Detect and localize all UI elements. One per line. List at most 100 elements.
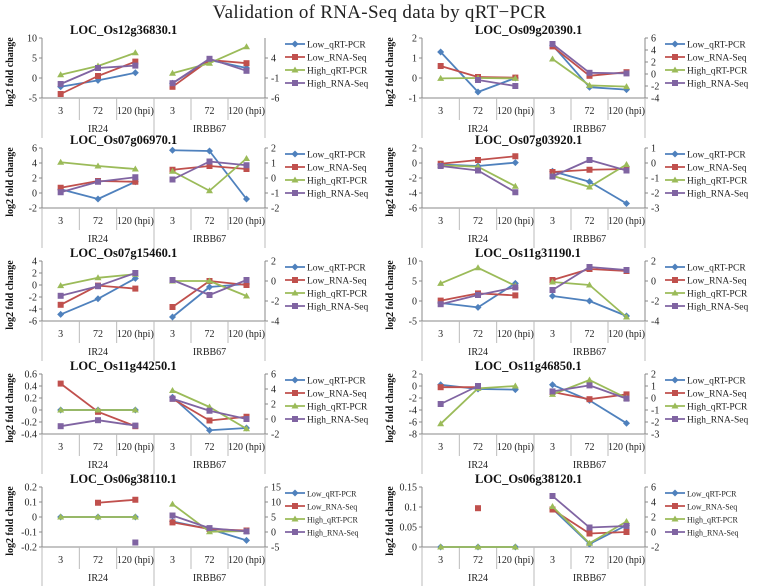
right-tick-label: 2: [651, 513, 656, 524]
right-tick-label: -4: [271, 317, 279, 328]
category-label: 120 (hpi): [608, 216, 645, 227]
y-axis-label: log2 fold change: [5, 37, 16, 107]
series-line-segment: [172, 397, 210, 422]
series-line-segment: [477, 282, 516, 309]
y-axis-label: log2 fold change: [5, 373, 16, 443]
series-line-segment: [60, 285, 99, 297]
marker-square: [623, 70, 630, 77]
marker-square: [169, 277, 176, 283]
category-label: 120 (hpi): [117, 329, 154, 340]
category-label: 120 (hpi): [228, 329, 265, 340]
series-line-segment: [552, 379, 590, 396]
left-tick-label: -0.2: [21, 543, 37, 554]
panel-title: LOC_Os06g38110.1: [70, 472, 177, 486]
left-tick-label: -2: [29, 204, 37, 215]
series-line-segment: [440, 164, 479, 168]
legend-label: Low_RNA-Seq: [307, 54, 367, 64]
marker-square: [475, 157, 481, 163]
legend: Low_qRT-PCR Low_RNA-Seq High_qRT-PCR High_R…: [665, 376, 748, 426]
marker-square: [206, 55, 213, 62]
marker-triangle: [511, 182, 519, 189]
marker-diamond: [206, 147, 213, 155]
left-tick-label: 0: [32, 189, 37, 200]
marker-triangle: [131, 165, 139, 172]
legend-label: Low_qRT-PCR: [307, 151, 366, 161]
right-tick-label: -2: [651, 543, 659, 554]
left-tick-label: 0: [32, 281, 37, 292]
right-tick-label: 6: [651, 34, 656, 45]
legend-label: High_qRT-PCR: [307, 67, 368, 77]
category-label: 3: [58, 216, 63, 227]
left-tick-label: 0.2: [25, 394, 38, 405]
right-tick-label: 2: [271, 144, 276, 155]
left-tick-label: 5: [412, 277, 417, 288]
left-tick-label: 0: [412, 543, 417, 554]
legend-label: High_RNA-Seq: [307, 303, 368, 313]
category-label: 72: [585, 555, 595, 566]
panel-title: LOC_Os07g03920.1: [475, 133, 582, 147]
left-tick-label: -5: [29, 94, 37, 105]
right-tick-label: 5: [271, 513, 276, 524]
marker-square: [623, 523, 630, 529]
left-tick-label: -0.2: [21, 418, 37, 429]
y-axis-label: log2 fold change: [385, 373, 396, 443]
right-tick-label: -1: [651, 406, 659, 417]
series-line-segment: [60, 79, 99, 88]
series-line-segment: [172, 165, 210, 171]
series-line-segment: [477, 161, 516, 167]
marker-square: [672, 303, 678, 309]
marker-square: [57, 91, 64, 97]
left-tick-label: 0.4: [25, 382, 38, 393]
marker-triangle: [169, 387, 176, 393]
marker-square: [512, 83, 519, 89]
marker-square: [292, 390, 298, 396]
right-tick-label: 0: [651, 528, 656, 539]
legend: Low_qRT-PCR Low_RNA-Seq High_qRT-PCR High_R…: [665, 40, 748, 90]
category-label: 120 (hpi): [228, 216, 265, 227]
marker-square: [586, 382, 593, 389]
marker-square: [243, 60, 250, 67]
series-line-segment: [589, 379, 627, 399]
marker-triangle: [511, 382, 519, 389]
left-tick-label: 10: [27, 34, 37, 45]
marker-diamond: [549, 381, 556, 389]
right-tick-label: 0: [651, 277, 656, 288]
category-label: 120 (hpi): [497, 329, 534, 340]
series-line-segment: [589, 268, 627, 272]
marker-square: [243, 166, 250, 172]
left-tick-label: 5: [32, 54, 37, 65]
marker-square: [132, 58, 139, 65]
marker-square: [243, 416, 250, 422]
category-label: 120 (hpi): [497, 106, 534, 117]
category-label: 120 (hpi): [228, 555, 265, 566]
marker-square: [475, 167, 481, 174]
marker-triangle: [511, 74, 519, 81]
marker-triangle: [94, 162, 102, 169]
category-label: 72: [585, 216, 595, 227]
legend-label: High_qRT-PCR: [307, 403, 368, 413]
marker-square: [437, 63, 444, 69]
legend-label: Low_qRT-PCR: [687, 151, 746, 161]
marker-diamond: [243, 195, 250, 203]
series-line-segment: [551, 58, 591, 87]
category-label: 72: [473, 555, 483, 566]
legend-label: Low_RNA-Seq: [687, 390, 747, 400]
marker-square: [512, 153, 519, 160]
marker-triangle: [57, 158, 65, 165]
marker-square: [206, 163, 213, 169]
marker-triangle: [57, 71, 65, 78]
chart-panel: LOC_Os06g38110.1 log2 fold change -0.2 -0.1…: [5, 472, 359, 586]
right-tick-label: -2: [651, 189, 659, 200]
series-line-segment: [589, 399, 627, 424]
marker-diamond: [291, 40, 299, 48]
series-line-segment: [172, 279, 210, 296]
left-tick-label: 0: [412, 74, 417, 85]
marker-square: [57, 184, 64, 191]
marker-square: [292, 164, 298, 170]
category-label: 3: [550, 106, 555, 117]
category-label: 120 (hpi): [497, 216, 534, 227]
marker-square: [95, 417, 101, 424]
legend-label: High_qRT-PCR: [687, 290, 748, 300]
left-tick-label: -4: [29, 305, 37, 316]
right-tick-label: 6: [271, 370, 276, 381]
